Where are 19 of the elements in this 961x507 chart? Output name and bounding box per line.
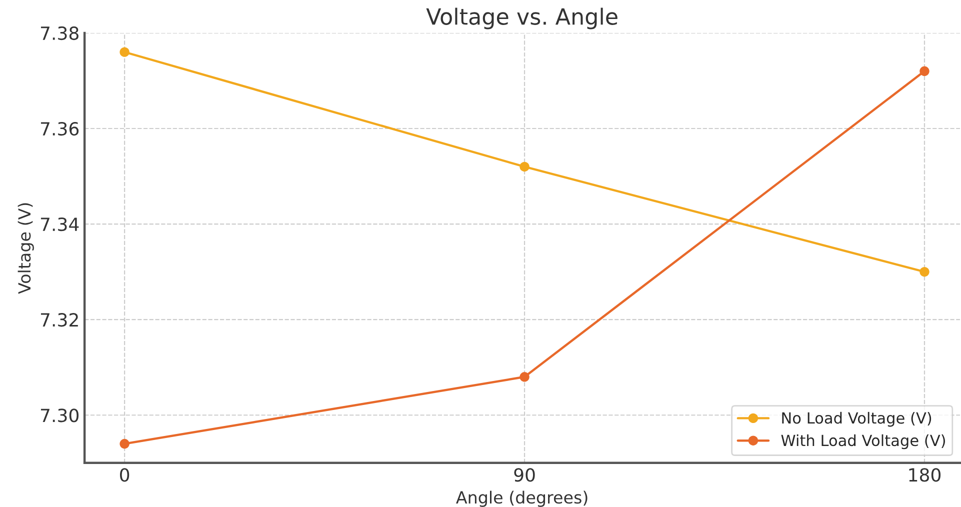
- legend-label: With Load Voltage (V): [781, 434, 945, 450]
- chart-title: Voltage vs. Angle: [426, 8, 618, 30]
- x-tick-label: 180: [909, 468, 941, 482]
- y-tick-label: 7.38: [40, 26, 78, 40]
- point: [920, 66, 930, 76]
- point: [920, 266, 930, 277]
- point: [120, 438, 130, 449]
- point: [120, 47, 130, 57]
- x-axis-title: Angle (degrees): [456, 490, 588, 507]
- y-axis-title: Voltage (V): [18, 203, 34, 294]
- y-tick-label: 7.36: [40, 122, 79, 136]
- y-tick-label: 7.34: [40, 217, 79, 232]
- y-tick-label: 7.32: [40, 313, 78, 327]
- point: [520, 162, 530, 172]
- x-tick-label: 90: [514, 468, 535, 482]
- x-tick-label: 0: [120, 468, 130, 482]
- y-tick-label: 7.30: [40, 408, 79, 422]
- legend-label: No Load Voltage (V): [782, 412, 932, 427]
- point: [520, 372, 530, 382]
